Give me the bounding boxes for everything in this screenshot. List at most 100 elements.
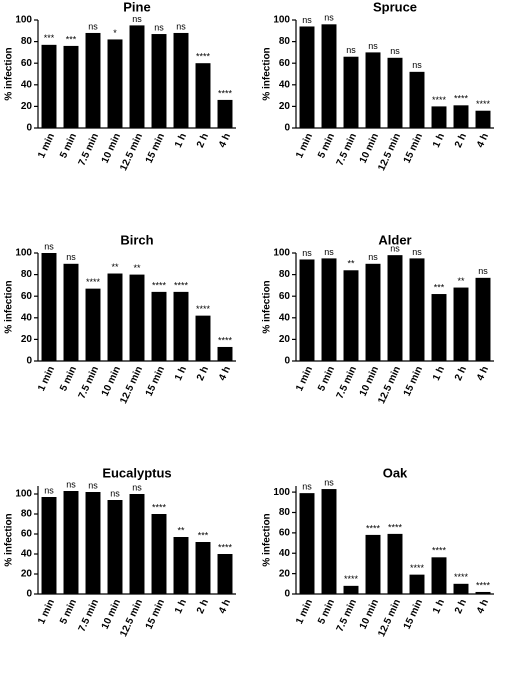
- bar: [431, 106, 447, 128]
- significance-label: ns: [302, 248, 312, 258]
- bar: [217, 554, 233, 594]
- significance-label: ****: [454, 572, 469, 582]
- y-tick-label: 60: [279, 58, 291, 69]
- significance-label: ns: [66, 479, 76, 489]
- chart-title: Alder: [378, 232, 411, 247]
- significance-label: ****: [366, 523, 381, 533]
- significance-label: ****: [432, 546, 447, 556]
- x-tick-label: 2 h: [453, 132, 469, 150]
- y-tick-label: 20: [279, 568, 291, 579]
- significance-label: **: [111, 262, 119, 272]
- y-tick-label: 80: [21, 36, 33, 47]
- bar: [365, 534, 381, 594]
- y-tick-label: 100: [273, 487, 290, 498]
- bar: [343, 585, 359, 594]
- bar: [409, 258, 425, 361]
- x-tick-label: 1 h: [431, 598, 447, 616]
- x-tick-label: 5 min: [58, 598, 79, 626]
- bar: [195, 542, 211, 594]
- x-tick-label: 1 min: [294, 132, 315, 160]
- bar: [63, 45, 79, 128]
- significance-label: ns: [154, 22, 164, 32]
- bar: [107, 500, 123, 594]
- y-axis-label: % infection: [4, 47, 15, 100]
- x-tick-label: 15 min: [402, 132, 425, 165]
- x-tick-label: 15 min: [144, 365, 167, 398]
- bar: [41, 44, 57, 129]
- x-tick-label: 15 min: [144, 132, 167, 165]
- y-tick-label: 80: [21, 269, 33, 280]
- x-tick-label: 1 min: [36, 132, 57, 160]
- significance-label: ns: [176, 21, 186, 31]
- significance-label: ****: [174, 280, 189, 290]
- bar: [129, 274, 145, 361]
- bar: [343, 56, 359, 128]
- significance-label: ****: [432, 95, 447, 105]
- x-tick-label: 10 min: [358, 132, 381, 165]
- x-tick-label: 7.5 min: [335, 598, 360, 634]
- x-tick-label: 1 min: [294, 598, 315, 626]
- x-tick-label: 5 min: [58, 132, 79, 160]
- chart-title: Spruce: [373, 0, 417, 14]
- x-tick-label: 7.5 min: [77, 132, 102, 168]
- x-tick-label: 1 min: [36, 598, 57, 626]
- significance-label: ****: [152, 502, 167, 512]
- significance-label: ****: [476, 99, 491, 109]
- x-tick-label: 15 min: [402, 598, 425, 631]
- bar: [299, 493, 315, 594]
- y-tick-label: 0: [284, 123, 290, 134]
- significance-label: ns: [412, 60, 422, 70]
- significance-label: ns: [302, 482, 312, 492]
- bar: [453, 287, 469, 361]
- significance-label: ****: [218, 88, 233, 98]
- significance-label: **: [177, 525, 185, 535]
- significance-label: ****: [454, 94, 469, 104]
- bar: [41, 253, 57, 361]
- y-tick-label: 80: [279, 36, 291, 47]
- x-tick-label: 5 min: [58, 365, 79, 393]
- significance-label: ns: [346, 45, 356, 55]
- y-tick-label: 40: [21, 79, 33, 90]
- bar: [107, 39, 123, 128]
- y-tick-label: 0: [284, 589, 290, 600]
- y-tick-label: 0: [26, 589, 32, 600]
- x-tick-label: 7.5 min: [77, 365, 102, 401]
- y-axis-label: % infection: [4, 513, 15, 566]
- bar: [321, 489, 337, 594]
- significance-label: ****: [218, 335, 233, 345]
- significance-label: ns: [368, 41, 378, 51]
- x-tick-label: 2 h: [453, 598, 469, 616]
- significance-label: ****: [152, 280, 167, 290]
- bar: [85, 32, 101, 128]
- significance-label: ****: [196, 304, 211, 314]
- bar: [431, 557, 447, 594]
- x-tick-label: 5 min: [316, 365, 337, 393]
- x-tick-label: 4 h: [217, 132, 233, 150]
- bar: [195, 63, 211, 129]
- y-tick-label: 100: [273, 248, 290, 259]
- y-tick-label: 60: [279, 528, 291, 539]
- y-axis-label: % infection: [262, 513, 273, 566]
- x-tick-label: 1 h: [431, 132, 447, 150]
- bar: [63, 263, 79, 361]
- significance-label: ns: [324, 247, 334, 257]
- bar: [151, 291, 167, 361]
- bar: [475, 110, 491, 128]
- significance-label: ***: [66, 34, 77, 44]
- y-tick-label: 40: [21, 549, 33, 560]
- x-tick-label: 7.5 min: [335, 365, 360, 401]
- x-tick-label: 2 h: [453, 365, 469, 383]
- bar: [151, 34, 167, 128]
- y-tick-label: 60: [21, 529, 33, 540]
- significance-label: ns: [324, 13, 334, 23]
- significance-label: ****: [86, 277, 101, 287]
- bar: [321, 24, 337, 128]
- y-axis-label: % infection: [4, 280, 15, 333]
- y-tick-label: 100: [15, 15, 32, 26]
- x-tick-label: 4 h: [217, 598, 233, 616]
- y-tick-label: 60: [21, 291, 33, 302]
- significance-label: ns: [302, 15, 312, 25]
- y-axis-label: % infection: [262, 47, 273, 100]
- bar: [217, 99, 233, 128]
- bar: [173, 537, 189, 594]
